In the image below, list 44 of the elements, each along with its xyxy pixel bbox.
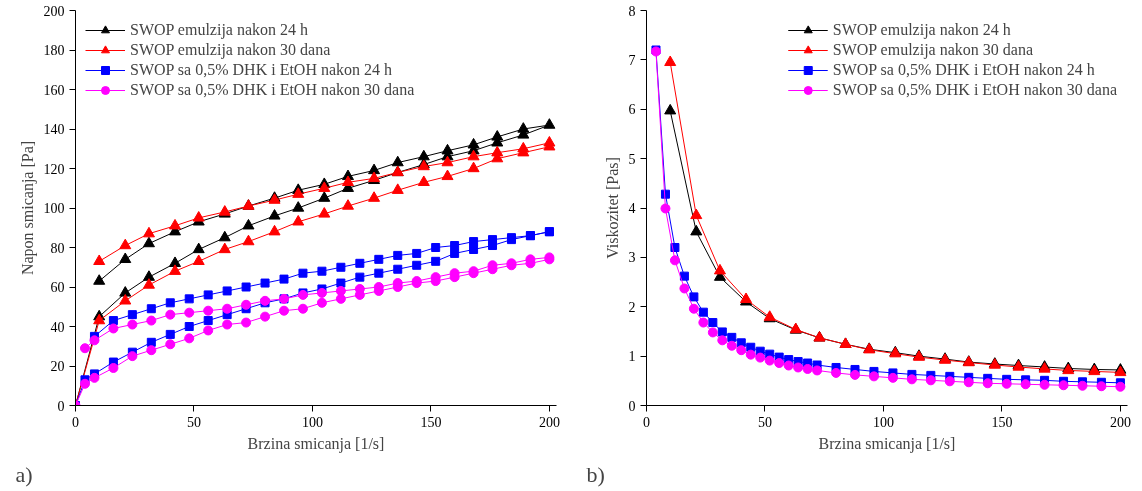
y-tick-label: 3 [628,250,636,266]
y-tick-label: 20 [50,359,65,374]
y-tick-label: 60 [50,280,65,295]
y-tick-label: 40 [50,319,65,335]
y-tick-label: 80 [50,240,65,256]
x-tick-label: 50 [186,414,201,430]
y-tick-label: 200 [43,3,65,19]
x-tick-label: 100 [872,414,894,430]
legend-label: SWOP sa 0,5% DHK i EtOH nakon 24 h [832,61,1095,79]
x-tick-label: 150 [991,414,1013,430]
x-tick-label: 150 [420,414,442,430]
y-tick-label: 5 [628,151,636,167]
x-tick-label: 200 [1109,414,1131,430]
legend-label: SWOP sa 0,5% DHK i EtOH nakon 24 h [130,61,393,79]
x-axis-title: Brzina smicanja [1/s] [818,434,956,453]
legend-label: SWOP sa 0,5% DHK i EtOH nakon 30 dana [130,81,415,99]
y-tick-label: 0 [57,398,65,414]
y-tick-label: 4 [628,201,636,216]
x-tick-label: 0 [643,414,650,430]
y-tick-label: 6 [628,102,636,118]
y-tick-label: 2 [628,299,636,315]
y-tick-label: 160 [43,82,65,98]
x-tick-label: 50 [757,414,772,430]
y-tick-label: 140 [43,122,65,137]
text: a) [15,461,33,487]
y-tick-label: 1 [628,349,636,365]
legend-label: SWOP emulzija nakon 24 h [130,21,309,39]
legend-label: SWOP emulzija nakon 30 dana [130,41,331,59]
legend-label: SWOP emulzija nakon 24 h [832,21,1011,39]
x-tick-label: 200 [538,414,560,430]
y-tick-label: 180 [43,43,65,58]
y-axis-title: Viskozitet [Pas] [603,157,621,259]
y-tick-label: 8 [628,3,636,19]
x-tick-label: 100 [301,414,323,430]
legend-label: SWOP emulzija nakon 30 dana [832,41,1033,59]
y-tick-label: 100 [43,201,65,216]
y-axis-title: Napon smicanja [Pa] [18,140,37,276]
y-tick-label: 120 [43,161,65,177]
x-axis-title: Brzina smicanja [1/s] [247,434,385,453]
x-tick-label: 0 [72,414,79,430]
text: b) [586,461,605,487]
legend-label: SWOP sa 0,5% DHK i EtOH nakon 30 dana [832,81,1117,99]
y-tick-label: 7 [628,52,636,68]
y-tick-label: 0 [628,398,636,414]
